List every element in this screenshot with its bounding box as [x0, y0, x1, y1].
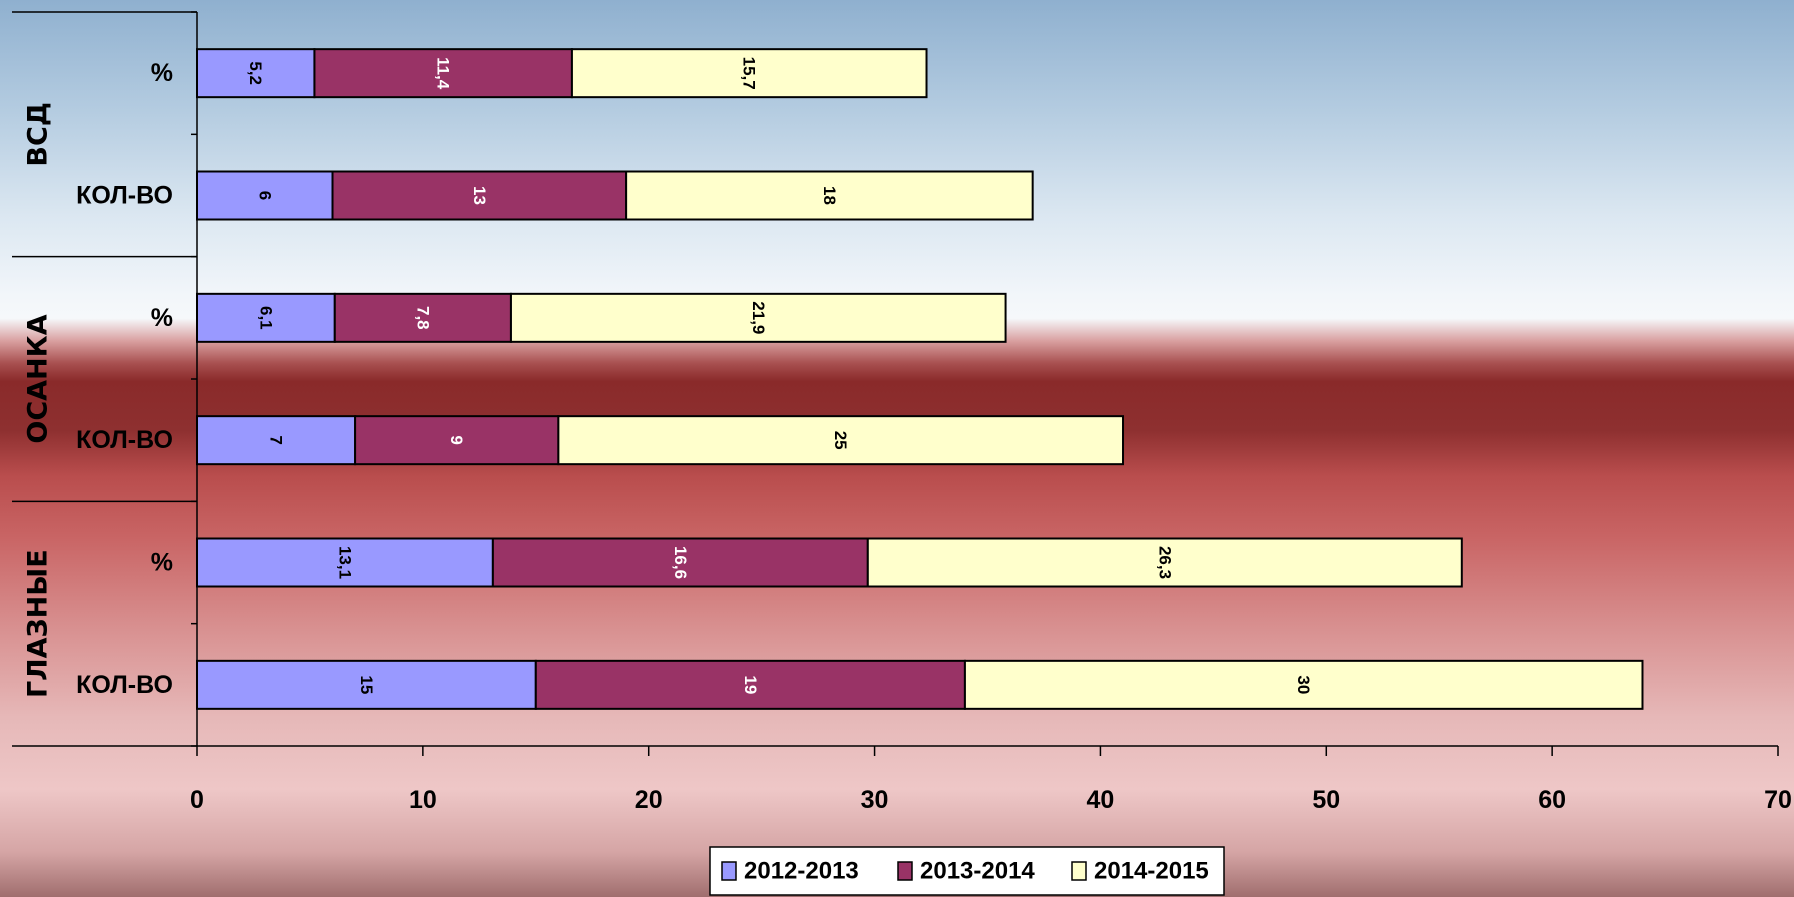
x-tick-label: 70 [1764, 786, 1792, 814]
data-label: 15 [357, 675, 376, 694]
legend: 2012-2013 2013-2014 2014-2015 [709, 846, 1225, 896]
bar-segment [570, 48, 928, 99]
bar-segment [534, 659, 966, 710]
data-label: 18 [820, 186, 839, 205]
data-label: 5,2 [246, 61, 265, 85]
data-label: 6 [255, 191, 274, 200]
x-tick-label: 60 [1538, 786, 1566, 814]
data-label: 7 [267, 435, 286, 444]
legend-label: 2012-2013 [744, 858, 859, 885]
data-label: 6,1 [256, 306, 275, 330]
x-tick-label: 40 [1087, 786, 1115, 814]
labels-layer: 5,2 11,4 15,7 6 13 18 6,1 7,8 21,9 7 9 25 13,1 16,6 26… [246, 57, 1313, 695]
bars-layer [196, 48, 1644, 710]
bar-segment [963, 659, 1644, 710]
legend-swatch [721, 861, 737, 881]
axis-layer: ВСД% КОЛ-ВО ОСАНКА % КОЛ-ВО ГЛАЗНЫЕ % КОЛ-ВО 0 10… [12, 11, 1792, 814]
bar-segment [625, 170, 1034, 221]
bar-segment [866, 537, 1463, 588]
data-label: 21,9 [749, 301, 768, 334]
bar-segment [509, 292, 1007, 343]
x-tick-label: 30 [861, 786, 889, 814]
category-label: % [151, 59, 173, 87]
legend-swatch [897, 861, 913, 881]
group-label: ВСД [23, 102, 54, 166]
bar-segment [313, 48, 573, 99]
data-label: 25 [831, 431, 850, 450]
data-label: 13 [470, 186, 489, 205]
bar-segment [557, 415, 1125, 466]
bar-segment [196, 659, 537, 710]
bar-segment [196, 415, 357, 466]
category-label: КОЛ-ВО [76, 671, 173, 699]
category-label: % [151, 549, 173, 577]
data-label: 19 [741, 675, 760, 694]
data-label: 13,1 [335, 546, 354, 579]
x-tick-label: 10 [409, 786, 437, 814]
category-label: % [151, 304, 173, 332]
bar-segment [196, 170, 334, 221]
bar-segment [196, 292, 336, 343]
legend-label: 2014-2015 [1094, 858, 1209, 885]
legend-swatch [1071, 861, 1087, 881]
data-label: 16,6 [671, 546, 690, 579]
legend-label: 2013-2014 [920, 858, 1035, 885]
category-label: КОЛ-ВО [76, 182, 173, 210]
x-tick-label: 0 [190, 786, 204, 814]
category-label: КОЛ-ВО [76, 426, 173, 454]
bar-segment [333, 292, 512, 343]
data-label: 11,4 [434, 57, 453, 90]
group-label: ГЛАЗНЫЕ [23, 549, 54, 698]
x-tick-label: 20 [635, 786, 663, 814]
group-label: ОСАНКА [23, 314, 54, 443]
bar-segment [354, 415, 560, 466]
data-label: 9 [447, 435, 466, 444]
data-label: 26,3 [1155, 546, 1174, 579]
x-tick-label: 50 [1312, 786, 1340, 814]
data-label: 30 [1294, 675, 1313, 694]
data-label: 15,7 [740, 57, 759, 90]
data-label: 7,8 [413, 306, 432, 330]
legend-box [709, 846, 1225, 896]
bar-segment [491, 537, 869, 588]
